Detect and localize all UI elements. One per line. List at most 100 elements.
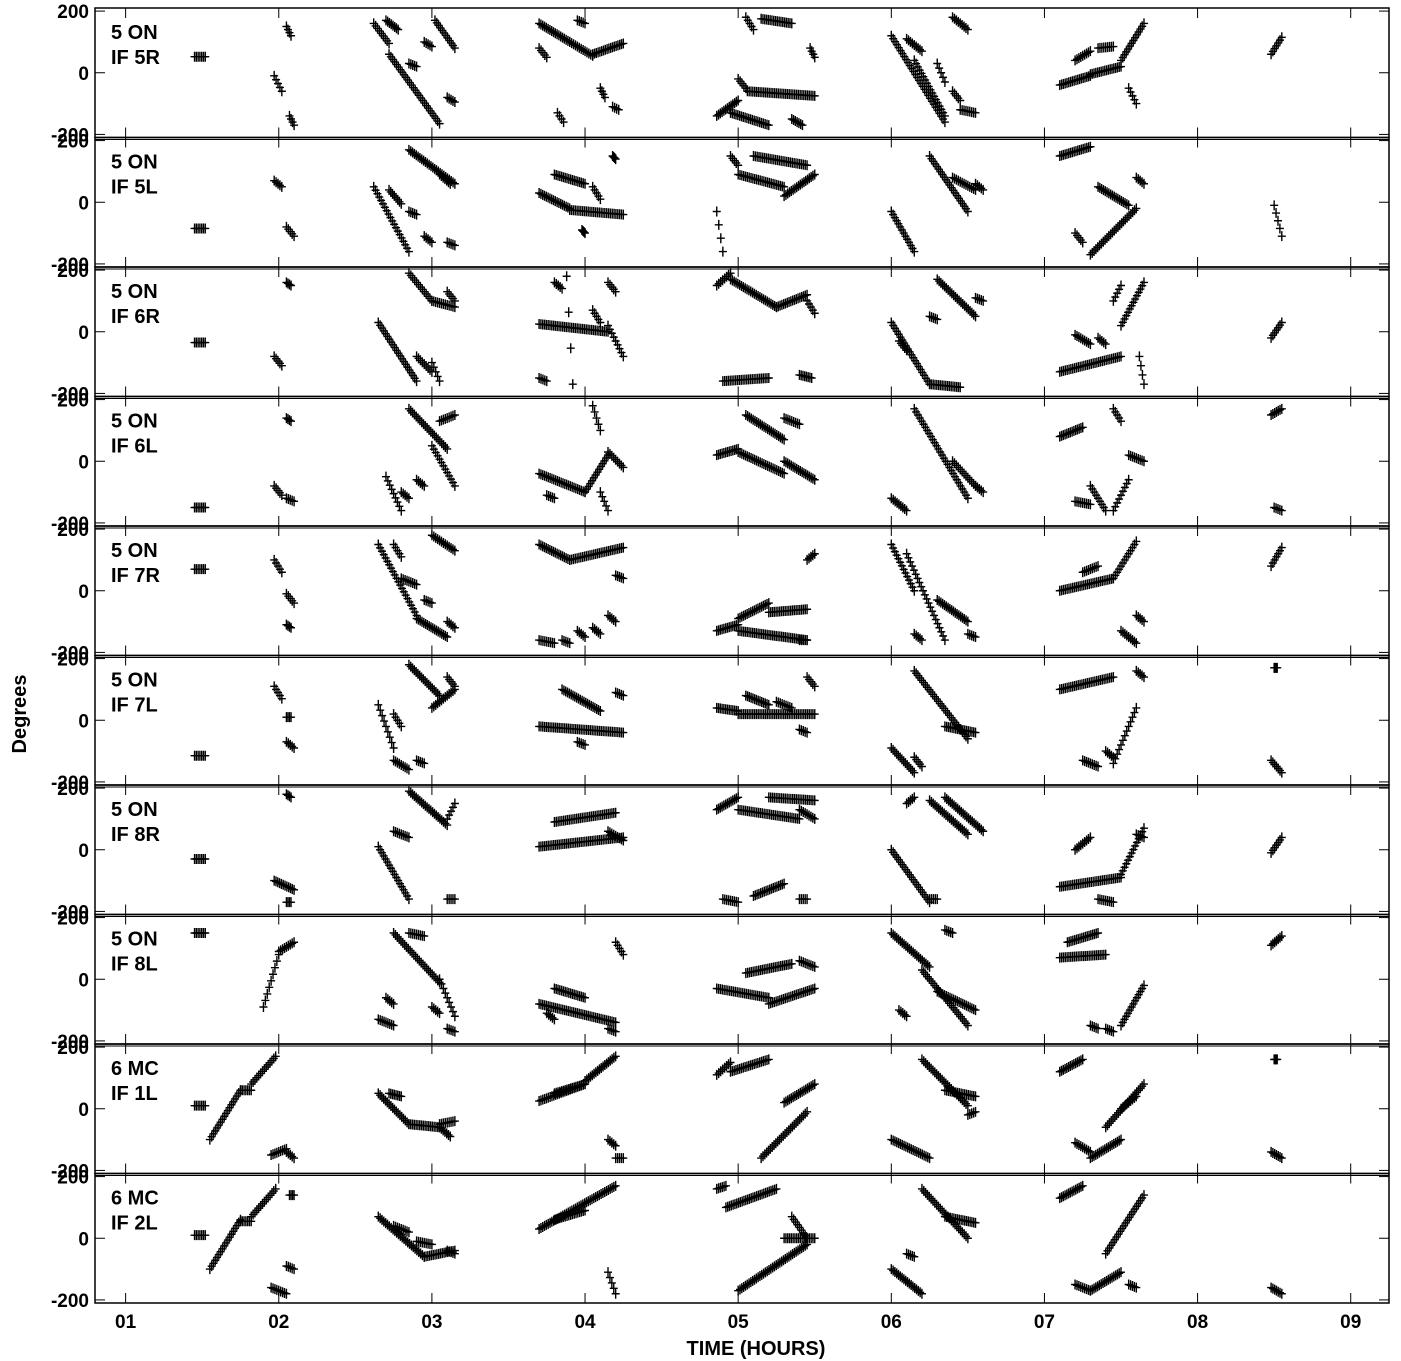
data-point bbox=[911, 1146, 920, 1157]
data-point bbox=[445, 541, 454, 552]
data-point bbox=[1080, 335, 1089, 346]
data-point bbox=[791, 116, 800, 127]
data-point bbox=[558, 551, 567, 562]
data-point bbox=[752, 289, 761, 300]
data-point bbox=[401, 359, 410, 370]
data-point bbox=[1062, 428, 1071, 439]
data-point bbox=[1071, 1184, 1080, 1195]
data-point bbox=[389, 1020, 398, 1031]
data-point bbox=[581, 18, 590, 29]
data-point bbox=[276, 1146, 285, 1157]
data-point bbox=[277, 86, 286, 97]
data-point bbox=[431, 532, 440, 543]
data-point bbox=[374, 699, 383, 710]
data-point bbox=[771, 882, 780, 893]
data-point bbox=[762, 598, 771, 609]
data-point bbox=[1139, 980, 1148, 991]
data-point bbox=[1106, 1273, 1115, 1284]
data-point bbox=[908, 561, 917, 572]
data-point bbox=[397, 829, 406, 840]
data-point bbox=[798, 1086, 807, 1097]
data-point bbox=[810, 52, 819, 63]
data-point bbox=[776, 432, 785, 443]
data-point bbox=[787, 702, 796, 713]
data-point bbox=[427, 1239, 436, 1250]
data-point bbox=[794, 1245, 803, 1256]
data-point bbox=[764, 699, 773, 710]
data-point bbox=[536, 540, 545, 551]
data-point bbox=[1084, 47, 1093, 58]
data-point bbox=[795, 955, 804, 966]
data-point bbox=[1268, 845, 1277, 856]
data-point bbox=[281, 880, 290, 891]
data-point bbox=[408, 370, 417, 381]
data-point bbox=[801, 958, 810, 969]
data-point bbox=[611, 570, 620, 581]
data-point bbox=[397, 505, 406, 516]
data-point bbox=[933, 986, 942, 997]
data-point bbox=[906, 1250, 915, 1261]
data-point bbox=[1108, 1272, 1116, 1283]
data-point bbox=[734, 792, 743, 803]
data-point bbox=[410, 60, 419, 71]
data-point bbox=[394, 348, 403, 359]
data-point bbox=[278, 944, 287, 955]
data-point bbox=[374, 317, 383, 328]
data-point bbox=[938, 989, 947, 1000]
data-point bbox=[975, 294, 984, 305]
data-point bbox=[397, 551, 406, 562]
data-point bbox=[774, 465, 783, 476]
data-point bbox=[904, 1249, 913, 1260]
data-point bbox=[558, 478, 567, 489]
data-point bbox=[1084, 757, 1093, 768]
data-point bbox=[795, 292, 804, 303]
data-point bbox=[938, 701, 947, 712]
data-point bbox=[1055, 431, 1064, 442]
data-point bbox=[979, 295, 988, 306]
data-point bbox=[1080, 49, 1089, 60]
data-point bbox=[399, 830, 408, 841]
data-point bbox=[422, 595, 431, 606]
data-point bbox=[1124, 200, 1133, 211]
data-point bbox=[1071, 329, 1080, 340]
data-point bbox=[948, 86, 957, 97]
data-point bbox=[399, 69, 408, 80]
data-point bbox=[750, 454, 759, 465]
data-point bbox=[803, 958, 812, 969]
data-point bbox=[270, 1148, 279, 1159]
x-tick-label: 02 bbox=[268, 1312, 289, 1333]
data-point bbox=[756, 457, 765, 468]
data-point bbox=[932, 161, 941, 172]
data-point bbox=[1139, 1079, 1148, 1090]
data-point bbox=[947, 712, 956, 723]
data-point bbox=[752, 604, 761, 615]
data-point bbox=[935, 987, 944, 998]
data-point bbox=[810, 308, 819, 319]
data-point bbox=[567, 38, 576, 49]
data-point bbox=[421, 618, 430, 629]
data-point bbox=[732, 96, 741, 107]
data-point bbox=[403, 362, 412, 373]
data-point bbox=[1277, 1153, 1286, 1164]
data-point bbox=[728, 275, 737, 286]
data-point bbox=[553, 548, 562, 559]
data-point bbox=[436, 627, 445, 638]
data-point bbox=[275, 180, 284, 191]
data-point bbox=[971, 632, 980, 642]
data-point bbox=[1276, 1287, 1285, 1298]
data-point bbox=[414, 279, 423, 290]
data-point bbox=[443, 672, 452, 683]
data-point bbox=[947, 993, 956, 1004]
data-point bbox=[412, 61, 421, 72]
panel-label-source: 5 ON bbox=[111, 799, 158, 821]
data-point bbox=[581, 46, 590, 57]
data-point bbox=[272, 353, 281, 364]
data-point bbox=[266, 1057, 275, 1068]
data-point bbox=[549, 195, 558, 206]
data-point bbox=[1123, 1215, 1132, 1226]
data-point bbox=[560, 200, 569, 211]
data-point bbox=[965, 181, 974, 192]
data-point bbox=[274, 1146, 283, 1157]
data-point bbox=[933, 894, 942, 905]
data-point bbox=[276, 1286, 285, 1297]
